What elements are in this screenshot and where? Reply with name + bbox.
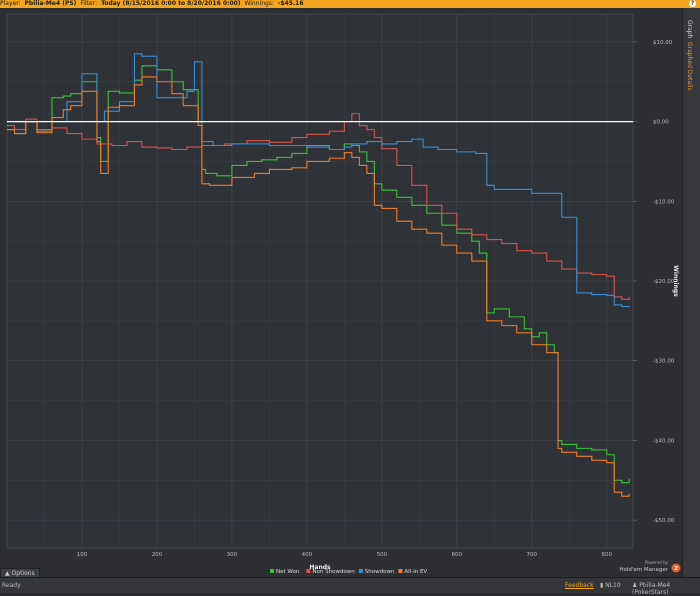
powered-by-text: Powered by — [645, 560, 669, 565]
x-tick-label: 400 — [302, 552, 313, 558]
filter-bar: Player: Pbilia-Me4 (PS) Filter: Today (8… — [0, 0, 700, 8]
filter-value[interactable]: Today (8/15/2016 0:00 to 8/20/2016 0:00) — [101, 0, 241, 7]
hm2-logo-text: 2 — [674, 566, 678, 572]
help-icon[interactable]: ? — [689, 0, 696, 7]
options-label: Options — [11, 570, 35, 577]
x-tick-label: 700 — [527, 552, 538, 558]
winnings-label: Winnings: — [244, 0, 274, 7]
player-value[interactable]: Pbilia-Me4 (PS) — [24, 0, 77, 7]
player-icon: ♟ — [632, 582, 640, 589]
y-axis-label: Winnings — [672, 265, 679, 297]
y-tick-label: -$10.00 — [653, 199, 675, 205]
y-tick-label: -$40.00 — [653, 438, 675, 444]
stake-indicator: ▮ NL10 — [600, 582, 621, 589]
feedback-link[interactable]: Feedback — [565, 582, 594, 589]
status-bar: Ready Feedback ▮ NL10 ♟ Pbilia-Me4 (Poke… — [0, 577, 700, 596]
y-tick-label: -$20.00 — [653, 279, 675, 285]
series-line-showdown — [7, 53, 630, 308]
x-axis-label: Hands — [309, 564, 331, 571]
legend-swatch — [270, 569, 274, 573]
series-line-all-in-ev — [7, 76, 630, 497]
powered-by-name: Hold'em Manager — [619, 567, 668, 573]
series-line-non-showdown — [7, 113, 630, 300]
status-ready: Ready — [2, 582, 21, 589]
y-tick-label: -$30.00 — [653, 359, 675, 365]
winnings-chart: 100 200 300 400 500 600 700 800 $10.00 $0.00 -$10.… — [6, 13, 681, 575]
legend-item: All-in EV — [404, 569, 427, 575]
hm2-logo-icon — [671, 563, 681, 573]
legend-swatch — [398, 569, 403, 573]
legend-swatch — [306, 569, 311, 573]
legend-item: Showdown — [365, 569, 395, 575]
stake-icon: ▮ — [600, 582, 606, 589]
legend-item: Net Won — [276, 569, 300, 575]
side-tabs: Graph Graphed Details — [682, 8, 700, 577]
filter-label: Filter: — [80, 0, 98, 7]
x-tick-label: 800 — [602, 552, 613, 558]
stake-label: NL10 — [605, 582, 621, 589]
y-tick-label: $0.00 — [653, 120, 669, 126]
x-tick-label: 100 — [77, 552, 88, 558]
x-tick-label: 500 — [377, 552, 388, 558]
legend-swatch — [358, 569, 363, 573]
chart-area: 100 200 300 400 500 600 700 800 $10.00 $0.00 -$10.… — [0, 8, 682, 577]
y-tick-label: $10.00 — [653, 40, 673, 46]
winnings-value: -$45.16 — [277, 0, 304, 7]
x-tick-label: 600 — [452, 552, 463, 558]
player-label: Player: — [0, 0, 21, 7]
expand-up-icon: ▲ — [5, 570, 10, 577]
tab-graph[interactable]: Graph — [686, 20, 693, 39]
player-indicator[interactable]: ♟ Pbilia-Me4 (PokerStars) — [632, 582, 700, 596]
tab-graphed-details[interactable]: Graphed Details — [686, 42, 693, 91]
y-tick-label: -$50.00 — [653, 518, 675, 524]
legend-item: Non Showdown — [312, 569, 355, 575]
x-tick-label: 300 — [227, 552, 238, 558]
x-tick-label: 200 — [152, 552, 163, 558]
